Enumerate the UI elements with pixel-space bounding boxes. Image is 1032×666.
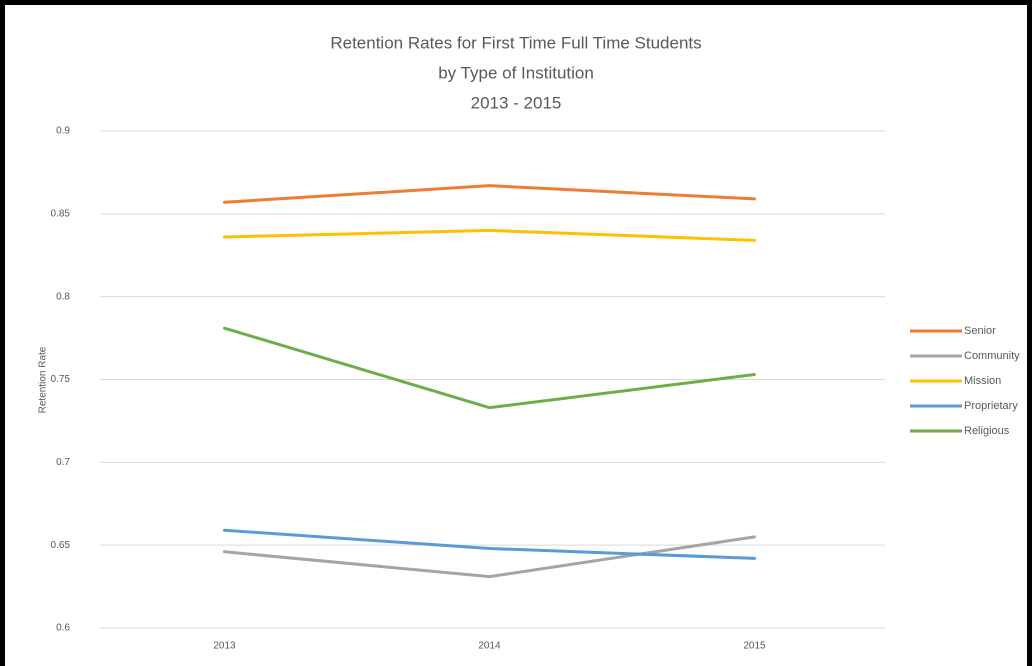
x-tick-label: 2015 bbox=[743, 641, 766, 652]
legend-label: Community bbox=[964, 350, 1020, 362]
chart-title: Retention Rates for First Time Full Time… bbox=[330, 33, 701, 52]
y-tick-label: 0.7 bbox=[56, 457, 70, 468]
y-tick-label: 0.75 bbox=[51, 374, 71, 385]
series-line bbox=[223, 184, 756, 204]
y-tick-label: 0.8 bbox=[56, 291, 70, 302]
series-line bbox=[223, 535, 756, 579]
series-line bbox=[223, 228, 756, 242]
chart-background bbox=[5, 5, 1027, 666]
chart-title: by Type of Institution bbox=[438, 63, 594, 82]
y-tick-label: 0.6 bbox=[56, 623, 70, 634]
y-tick-label: 0.65 bbox=[51, 540, 71, 551]
y-axis-label: Retention Rate bbox=[38, 346, 49, 413]
series-line bbox=[223, 528, 756, 560]
legend-label: Proprietary bbox=[964, 400, 1018, 412]
legend-label: Religious bbox=[964, 425, 1010, 437]
x-tick-label: 2013 bbox=[213, 641, 236, 652]
y-tick-label: 0.85 bbox=[51, 208, 71, 219]
series-line bbox=[223, 326, 756, 410]
legend-label: Mission bbox=[964, 375, 1001, 387]
y-tick-label: 0.9 bbox=[56, 126, 70, 137]
legend-label: Senior bbox=[964, 325, 996, 337]
x-tick-label: 2014 bbox=[478, 641, 501, 652]
chart-title: 2013 - 2015 bbox=[471, 93, 562, 112]
